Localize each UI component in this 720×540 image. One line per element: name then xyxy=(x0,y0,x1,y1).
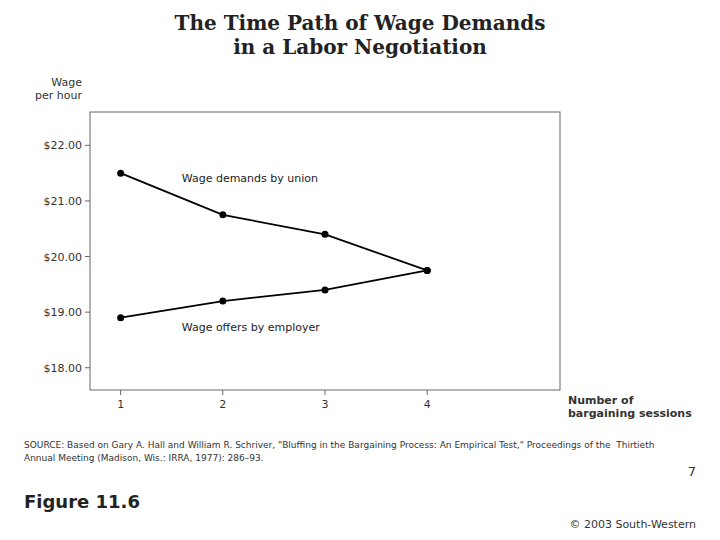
text-line: per hour xyxy=(35,89,82,102)
series-marker xyxy=(117,314,124,321)
x-axis-label: Number ofbargaining sessions xyxy=(568,394,692,420)
source-text: SOURCE: Based on Gary A. Hall and Willia… xyxy=(24,440,654,450)
y-axis-label: Wageper hour xyxy=(35,76,82,102)
figure-label: Figure 11.6 xyxy=(24,491,140,512)
y-tick xyxy=(85,312,90,313)
x-tick xyxy=(120,390,121,395)
chart: The Time Path of Wage Demandsin a Labor … xyxy=(0,0,720,540)
x-tick-label: 4 xyxy=(424,398,431,411)
y-tick xyxy=(85,200,90,201)
y-tick-label: $22.00 xyxy=(44,139,83,152)
x-tick-label: 2 xyxy=(219,398,226,411)
text-line: in a Labor Negotiation xyxy=(233,35,487,59)
y-tick xyxy=(85,145,90,146)
copyright: © 2003 South-Western xyxy=(569,518,696,531)
x-tick-label: 3 xyxy=(322,398,329,411)
series-marker xyxy=(219,211,226,218)
x-tick xyxy=(325,390,326,395)
y-tick-label: $18.00 xyxy=(44,362,83,375)
x-tick xyxy=(222,390,223,395)
plot-area xyxy=(117,170,431,322)
series-labels: Wage demands by union Wage offers by empl… xyxy=(182,172,321,334)
text-line: Wage xyxy=(51,76,82,89)
y-tick-label: $19.00 xyxy=(44,306,83,319)
figure-number: 7 xyxy=(688,464,696,479)
series-marker xyxy=(424,267,431,274)
series-label: Wage demands by union xyxy=(182,172,318,185)
series-marker xyxy=(424,267,431,274)
series-marker xyxy=(322,286,329,293)
title: The Time Path of Wage Demandsin a Labor … xyxy=(175,11,546,59)
series-marker xyxy=(117,170,124,177)
text-line: bargaining sessions xyxy=(568,407,692,420)
y-tick-label: $21.00 xyxy=(44,195,83,208)
series-line xyxy=(121,173,428,270)
plot-frame xyxy=(90,112,560,390)
text-line: The Time Path of Wage Demands xyxy=(175,11,546,35)
y-tick xyxy=(85,256,90,257)
y-tick xyxy=(85,367,90,368)
series-line xyxy=(121,270,428,317)
text-line: Number of xyxy=(568,394,634,407)
x-tick-label: 1 xyxy=(117,398,124,411)
source-text: Annual Meeting (Madison, Wis.: IRRA, 197… xyxy=(24,453,264,463)
y-tick-label: $20.00 xyxy=(44,251,83,264)
x-tick xyxy=(427,390,428,395)
series-label: Wage offers by employer xyxy=(182,321,321,334)
series-marker xyxy=(322,231,329,238)
series-marker xyxy=(219,298,226,305)
